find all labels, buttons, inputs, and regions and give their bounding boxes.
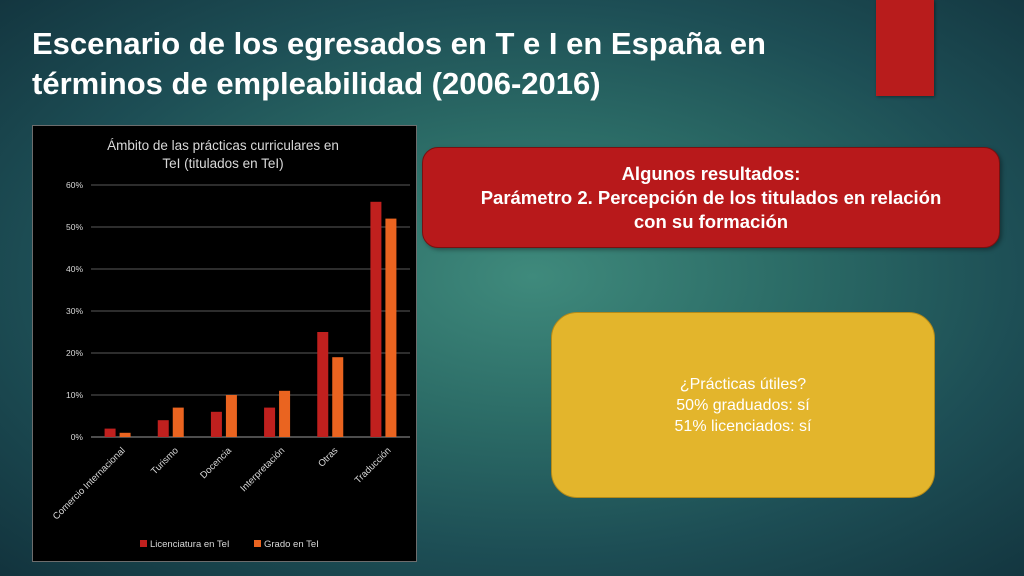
x-category-label: Comercio Internacional <box>51 445 128 522</box>
bar-licenciatura <box>264 407 276 437</box>
legend-swatch <box>140 540 147 547</box>
x-category-label: Otras <box>316 445 340 469</box>
info-licenciados: 51% licenciados: sí <box>674 417 812 435</box>
bar-chart: Ámbito de las prácticas curriculares en … <box>51 138 410 550</box>
chart-x-labels: Comercio Internacional Turismo Docencia Int… <box>51 445 394 522</box>
chart-title-line1: Ámbito de las prácticas curriculares en <box>107 138 339 153</box>
legend-label: Licenciatura en TeI <box>150 539 230 550</box>
bar-grado <box>332 357 344 437</box>
bar-grado <box>172 407 184 437</box>
chart-title-line2: TeI (titulados en TeI) <box>162 156 283 171</box>
results-parameter-line1: Parámetro 2. Percepción de los titulados… <box>480 186 942 208</box>
red-accent-tab <box>876 0 934 96</box>
bar-licenciatura <box>317 332 329 437</box>
slide-title: Escenario de los egresados en T e I en E… <box>32 24 872 104</box>
bar-chart-panel: Ámbito de las prácticas curriculares en … <box>32 125 417 562</box>
results-box: Algunos resultados: Parámetro 2. Percepc… <box>422 147 1000 248</box>
y-tick-label: 30% <box>66 306 83 316</box>
bar-licenciatura <box>104 428 116 437</box>
x-category-label: Traducción <box>353 445 394 486</box>
chart-gridlines: 0% 10% 20% 30% 40% 50% 60% <box>66 180 410 442</box>
chart-bars <box>104 201 397 437</box>
bar-grado <box>385 218 397 437</box>
legend-label: Grado en TeI <box>264 539 319 550</box>
y-tick-label: 10% <box>66 390 83 400</box>
info-question: ¿Prácticas útiles? <box>679 375 807 393</box>
x-category-label: Turismo <box>149 445 181 477</box>
bar-licenciatura <box>210 411 222 437</box>
bar-licenciatura <box>370 201 382 437</box>
y-tick-label: 60% <box>66 180 83 190</box>
bar-grado <box>119 432 131 437</box>
x-category-label: Docencia <box>198 445 234 481</box>
bar-grado <box>225 395 237 437</box>
info-graduados: 50% graduados: sí <box>676 396 810 414</box>
chart-legend: Licenciatura en TeI Grado en TeI <box>140 539 319 550</box>
legend-swatch <box>254 540 261 547</box>
y-tick-label: 20% <box>66 348 83 358</box>
results-heading: Algunos resultados: <box>621 162 801 184</box>
bar-licenciatura <box>157 420 169 437</box>
practicas-utiles-box: ¿Prácticas útiles? 50% graduados: sí 51%… <box>551 312 935 498</box>
results-parameter-line2: con su formación <box>633 210 789 232</box>
y-tick-label: 50% <box>66 222 83 232</box>
y-tick-label: 40% <box>66 264 83 274</box>
x-category-label: Interpretación <box>238 445 287 494</box>
bar-grado <box>279 390 291 437</box>
y-tick-label: 0% <box>71 432 84 442</box>
slide-title-line1: Escenario de los egresados en T e I en E… <box>32 26 766 61</box>
slide-title-line2: términos de empleabilidad (2006-2016) <box>32 66 601 101</box>
